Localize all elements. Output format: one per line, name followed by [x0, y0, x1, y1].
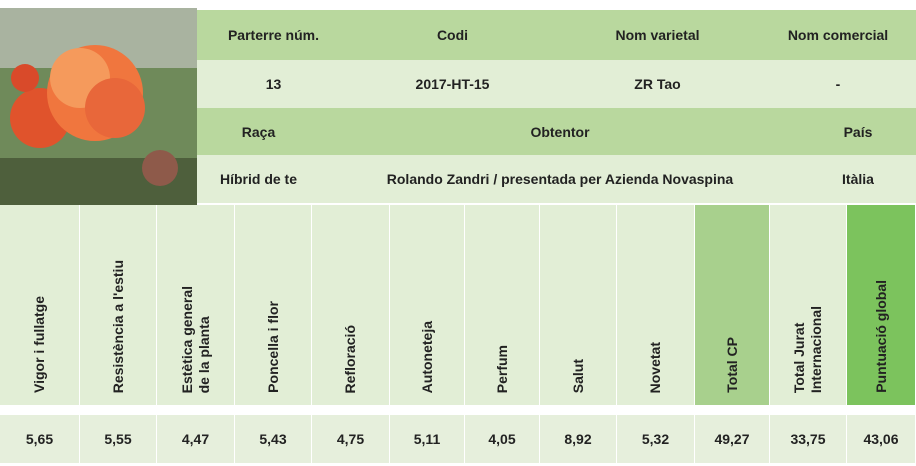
page: Parterre núm. Codi Nom varietal Nom comerci… [0, 0, 916, 466]
info-cell: Codi [350, 10, 555, 60]
score-value: 5,65 [0, 415, 80, 463]
score-value-text: 49,27 [714, 431, 749, 447]
info-cell: - [760, 60, 916, 108]
score-header-text: Salut [570, 359, 587, 393]
score-header-text: Total Jurat Internacional [791, 306, 825, 393]
info-cell: Obtentor [320, 108, 800, 155]
info-cell: País [800, 108, 916, 155]
score-value-text: 4,05 [488, 431, 515, 447]
score-value-text: 4,75 [337, 431, 364, 447]
info-cell: Híbrid de te [197, 155, 320, 203]
info-cell: Rolando Zandri / presentada per Azienda … [320, 155, 800, 203]
info-cell: 2017-HT-15 [350, 60, 555, 108]
info-cell-text: Raça [242, 124, 275, 140]
score-header-text: Estètica general de la planta [179, 286, 213, 393]
score-header-text: Vigor i fullatge [31, 296, 48, 393]
score-value: 43,06 [847, 415, 916, 463]
score-value-text: 5,65 [26, 431, 53, 447]
info-cell: Itàlia [800, 155, 916, 203]
score-value: 8,92 [540, 415, 617, 463]
score-header-text: Perfum [494, 345, 511, 393]
score-header-text: Resistència a l'estiu [110, 260, 127, 393]
score-value: 5,11 [390, 415, 465, 463]
info-cell: Nom comercial [760, 10, 916, 60]
info-cell-text: Nom varietal [615, 27, 699, 43]
score-header-text: Poncella i flor [265, 301, 282, 393]
score-value-text: 5,55 [104, 431, 131, 447]
score-header: Resistència a l'estiu [80, 205, 157, 405]
score-value: 5,55 [80, 415, 157, 463]
score-header: Vigor i fullatge [0, 205, 80, 405]
score-value: 4,05 [465, 415, 540, 463]
score-header: Novetat [617, 205, 695, 405]
score-value-text: 5,11 [414, 431, 440, 447]
info-cell-text: 13 [266, 76, 282, 92]
score-header: Autoneteja [390, 205, 465, 405]
info-cell-text: Itàlia [842, 171, 874, 187]
info-cell-text: ZR Tao [634, 76, 680, 92]
score-header: Poncella i flor [235, 205, 312, 405]
info-cell: Parterre núm. [197, 10, 350, 60]
info-cell-text: 2017-HT-15 [416, 76, 490, 92]
score-value: 5,43 [235, 415, 312, 463]
score-value: 4,75 [312, 415, 390, 463]
score-header-text: Refloració [342, 325, 359, 393]
score-header: Total Jurat Internacional [770, 205, 847, 405]
score-header: Refloració [312, 205, 390, 405]
info-cell-text: Nom comercial [788, 27, 888, 43]
score-header: Perfum [465, 205, 540, 405]
score-header-text: Novetat [647, 342, 664, 393]
info-cell-text: Obtentor [530, 124, 589, 140]
score-value-text: 33,75 [790, 431, 825, 447]
info-cell: ZR Tao [555, 60, 760, 108]
score-value: 4,47 [157, 415, 235, 463]
score-value-text: 5,43 [259, 431, 286, 447]
info-cell-text: País [844, 124, 873, 140]
score-value: 5,32 [617, 415, 695, 463]
info-cell-text: Híbrid de te [220, 171, 297, 187]
score-value: 49,27 [695, 415, 770, 463]
score-header: Estètica general de la planta [157, 205, 235, 405]
score-value-text: 8,92 [564, 431, 591, 447]
score-header-text: Puntuació global [873, 280, 890, 393]
score-value-text: 5,32 [642, 431, 669, 447]
score-header-text: Total CP [724, 337, 741, 393]
score-value-text: 43,06 [863, 431, 898, 447]
score-header-text: Autoneteja [419, 321, 436, 393]
info-cell-text: Parterre núm. [228, 27, 319, 43]
rose-photo [0, 8, 197, 211]
score-value: 33,75 [770, 415, 847, 463]
info-cell-text: Codi [437, 27, 468, 43]
info-cell: Nom varietal [555, 10, 760, 60]
info-cell: 13 [197, 60, 350, 108]
info-cell-text: - [836, 76, 841, 92]
score-header: Salut [540, 205, 617, 405]
info-cell-text: Rolando Zandri / presentada per Azienda … [387, 171, 733, 187]
score-header: Total CP [695, 205, 770, 405]
info-cell: Raça [197, 108, 320, 155]
score-header: Puntuació global [847, 205, 916, 405]
score-value-text: 4,47 [182, 431, 209, 447]
